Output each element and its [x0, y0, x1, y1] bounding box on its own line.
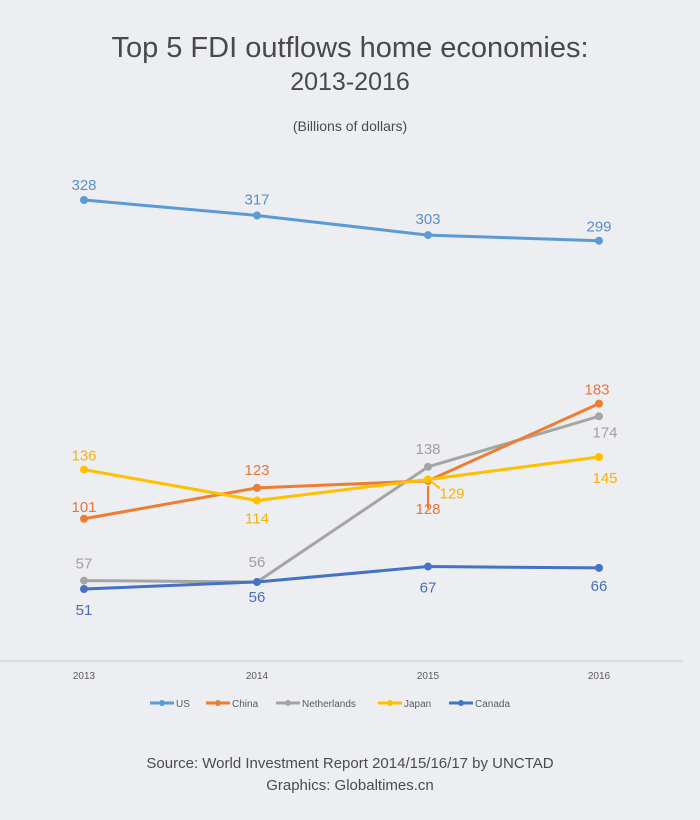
legend-swatch-marker-us — [159, 700, 165, 706]
data-point-china-2016 — [595, 399, 603, 408]
legend-swatch-marker-netherlands — [285, 700, 291, 706]
data-point-netherlands-2016 — [595, 412, 603, 421]
chart-subtitle: (Billions of dollars) — [292, 118, 408, 134]
data-label-us-2015: 303 — [415, 211, 440, 228]
data-label-japan-2013: 136 — [71, 448, 96, 465]
x-tick-label-2015: 2015 — [417, 671, 440, 682]
legend-item-netherlands: Netherlands — [276, 699, 356, 710]
x-tick-label-2014: 2014 — [246, 671, 269, 682]
data-label-canada-2015: 67 — [420, 580, 437, 597]
data-label-netherlands-2013: 57 — [76, 556, 93, 573]
data-point-netherlands-2013 — [80, 576, 88, 585]
legend-item-us: US — [150, 699, 190, 710]
data-label-china-2015: 128 — [415, 501, 440, 518]
series-layer — [80, 196, 603, 593]
data-point-china-2013 — [80, 514, 88, 523]
data-point-us-2015 — [424, 231, 432, 240]
chart-title-years: 2013-2016 — [290, 68, 410, 96]
data-point-china-2014 — [253, 483, 261, 492]
legend-label-us: US — [176, 699, 190, 710]
data-label-us-2014: 317 — [244, 191, 269, 208]
data-point-canada-2013 — [80, 585, 88, 593]
data-label-japan-2016: 145 — [592, 470, 617, 487]
data-label-netherlands-2014: 56 — [249, 554, 266, 571]
series-canada — [80, 562, 603, 593]
data-point-us-2013 — [80, 196, 88, 204]
data-label-us-2013: 328 — [71, 177, 96, 194]
graphics-credit: Graphics: Globaltimes.cn — [266, 777, 434, 794]
data-label-canada-2013: 51 — [76, 602, 93, 619]
legend-label-china: China — [232, 699, 259, 710]
data-label-japan-2015: 129 — [439, 485, 464, 502]
data-label-canada-2016: 66 — [591, 578, 608, 595]
data-label-china-2014: 123 — [244, 462, 269, 479]
legend-item-canada: Canada — [449, 699, 510, 710]
legend-label-canada: Canada — [475, 699, 510, 710]
series-line-us — [83, 198, 600, 243]
data-point-japan-2014 — [253, 496, 261, 505]
data-point-canada-2014 — [253, 577, 261, 586]
data-point-canada-2015 — [424, 562, 432, 571]
legend-swatch-marker-japan — [387, 700, 393, 706]
series-us — [80, 196, 603, 245]
leader-line-japan-2015 — [430, 480, 441, 490]
legend: US China Netherlands Japan Canada — [150, 699, 510, 710]
data-label-netherlands-2015: 138 — [415, 441, 440, 458]
data-point-netherlands-2015 — [424, 462, 432, 471]
legend-item-japan: Japan — [378, 699, 431, 710]
legend-swatch-marker-china — [215, 700, 221, 706]
series-line-netherlands — [83, 414, 600, 584]
legend-item-china: China — [206, 699, 259, 710]
data-label-china-2016: 183 — [584, 382, 609, 399]
data-point-us-2014 — [253, 211, 261, 220]
data-label-china-2013: 101 — [71, 499, 96, 516]
data-point-us-2016 — [595, 236, 603, 245]
series-line-japan — [83, 455, 600, 503]
series-line-china — [83, 402, 600, 521]
series-china — [80, 399, 603, 523]
legend-label-japan: Japan — [404, 699, 431, 710]
legend-swatch-marker-canada — [458, 700, 464, 706]
x-tick-label-2013: 2013 — [73, 671, 96, 682]
x-tick-labels: 2013 2014 2015 2016 — [73, 671, 611, 682]
data-point-canada-2016 — [595, 563, 603, 572]
line-chart: 2013 2014 2015 2016 328 317 303 299 101 123 128 18… — [0, 177, 683, 710]
data-point-japan-2016 — [595, 452, 603, 461]
legend-label-netherlands: Netherlands — [302, 699, 356, 710]
series-line-canada — [83, 565, 600, 591]
data-point-japan-2015 — [424, 475, 432, 484]
source-note: Source: World Investment Report 2014/15/… — [146, 755, 554, 772]
data-label-us-2016: 299 — [586, 219, 611, 236]
series-japan — [80, 452, 603, 505]
data-label-japan-2014: 114 — [245, 511, 269, 528]
data-label-netherlands-2016: 174 — [592, 424, 617, 441]
data-labels-layer: 328 317 303 299 101 123 128 183 57 56 138 174 136 114… — [71, 177, 617, 619]
data-label-canada-2014: 56 — [249, 589, 266, 606]
chart-title: Top 5 FDI outflows home economies: — [111, 32, 589, 64]
data-point-japan-2013 — [80, 465, 88, 474]
x-tick-label-2016: 2016 — [588, 671, 611, 682]
